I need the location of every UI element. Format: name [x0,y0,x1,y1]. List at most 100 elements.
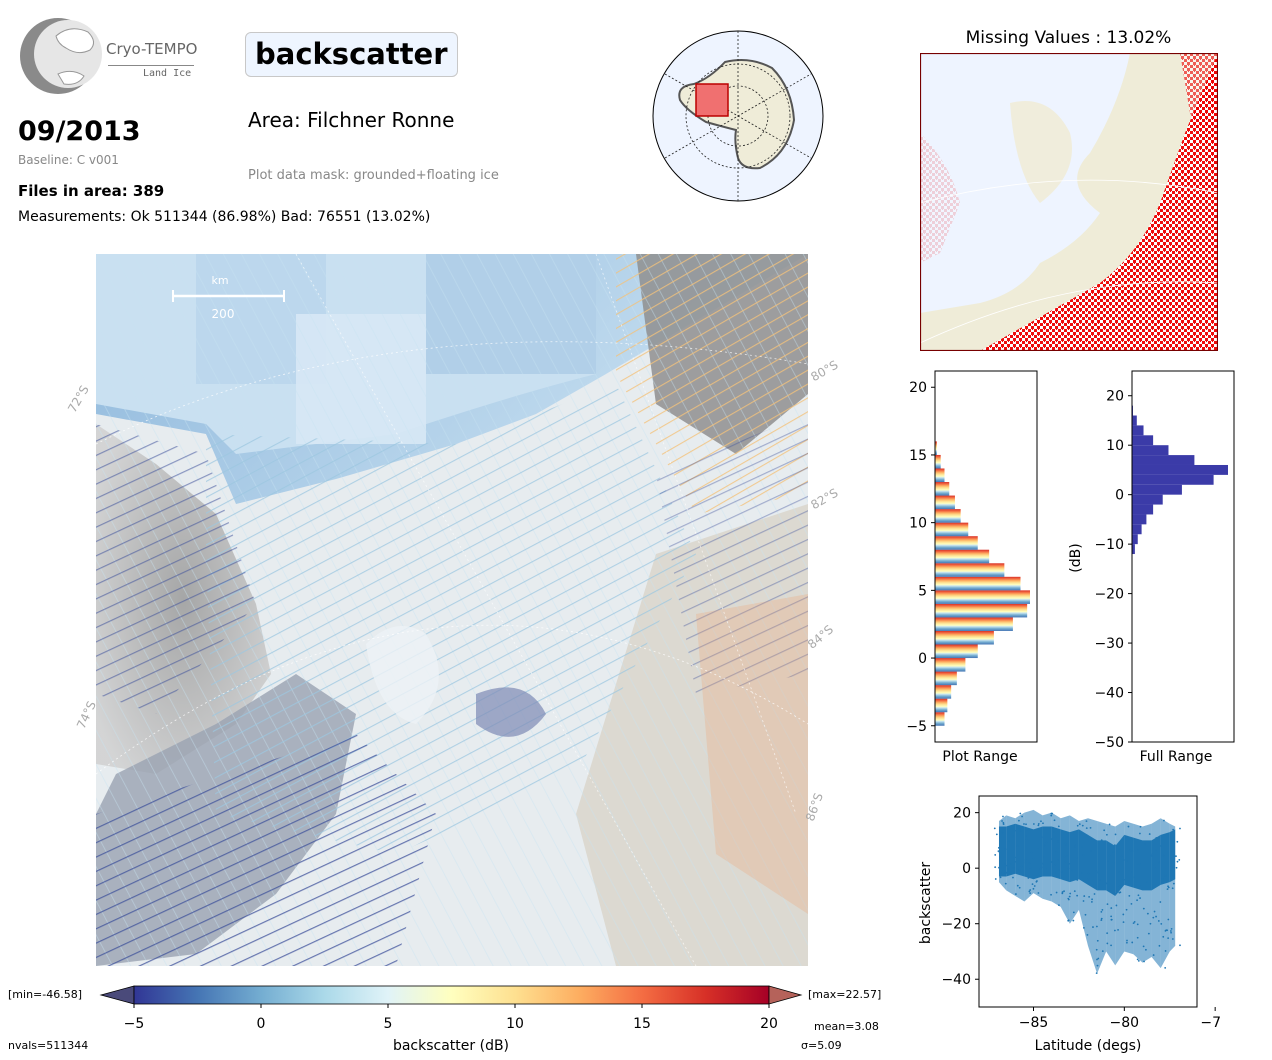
scatter-point [1083,895,1086,897]
scatter-point [1178,858,1181,861]
scatter-point [1131,941,1134,944]
scatter-point [1100,917,1103,920]
scatter-point [1045,841,1048,844]
scatter-point [994,866,997,869]
scatter-point [1139,832,1141,835]
full-range-ylabel: (dB) [1068,543,1084,572]
full-range-bar [1132,504,1154,515]
scatter-point [1031,883,1034,885]
scatter-point [1148,833,1151,835]
scatter-point [1105,882,1108,885]
scatter-point [1095,870,1098,873]
scatter-point [1155,849,1158,851]
scatter-point [1033,885,1036,887]
scatter-core [1151,834,1161,891]
scatter-point [1016,884,1019,887]
colorbar-mean: mean=3.08 [814,1020,879,1033]
scatter-point [1171,938,1174,940]
full-range-bar [1132,484,1182,495]
scatter-point [1100,919,1103,922]
scatter-point [1004,882,1007,885]
scatter-point [999,876,1002,879]
scatter-point [1018,868,1021,871]
scatter-point [1002,869,1005,872]
scatter-point [998,851,1001,854]
scatter-point [1112,851,1115,853]
scatter-point [1050,893,1052,896]
scatter-point [1133,920,1136,923]
scatter-point [997,850,1000,853]
scatter-point [1028,862,1031,865]
scatter-point [1097,957,1100,960]
scatter-point [1139,825,1142,828]
plot-range-bar [935,685,952,699]
scatter-point [1002,823,1005,826]
full-range-ytick-label: −10 [1094,537,1124,553]
colorbar-tick-label: 20 [760,1016,778,1032]
scatter-point [1019,812,1022,815]
scatter-point [1167,937,1170,939]
scatter-point [1114,833,1117,836]
scatter-point [1136,923,1139,926]
scatter-point [1122,921,1125,924]
scatter-point [1138,884,1141,887]
full-range-bar [1132,455,1195,465]
scatter-point [1150,855,1153,857]
scatter-point [1043,856,1046,859]
scatter-point [1057,825,1060,828]
full-range-bar [1132,435,1154,446]
scatter-point [1012,867,1015,870]
scatter-point [1152,863,1155,866]
plot-range-bar [935,644,978,659]
scatter-point [1057,840,1059,843]
scatter-point [1016,845,1019,848]
scatter-point [1127,825,1130,828]
scatter-point [1096,964,1099,967]
scatter-point [1176,840,1179,843]
scatter-point [1082,900,1085,902]
full-range-bar [1132,514,1147,525]
plot-range-bar [935,630,994,645]
scatter-point [1136,899,1138,902]
plot-range-bar [935,576,1021,591]
plot-range-bar [935,509,961,523]
scatter-point [1142,907,1145,910]
colorbar-min-label: [min=-46.58] [8,988,82,1001]
scatter-point [1056,847,1059,850]
scatter-point [1075,877,1078,880]
scatter-point [1130,871,1133,873]
scatter-core [1060,829,1070,883]
scatter-point [1089,826,1092,829]
antarctica-locator-map [652,30,824,202]
scatter-point [1001,820,1003,822]
scatter-ytick-label: 0 [962,861,971,877]
scatter-point [1086,834,1089,837]
plot-range-bar [935,495,955,510]
scatter-point [1143,960,1145,963]
main-backscatter-map: km 200 [96,254,808,966]
scatter-point [1096,925,1098,928]
full-range-ytick-label: −40 [1094,686,1124,702]
scatter-point [1147,932,1150,935]
measurements-summary: Measurements: Ok 511344 (86.98%) Bad: 76… [18,209,431,225]
scatter-point [997,846,1000,849]
scatter-point [1001,831,1004,834]
scatter-point [1122,913,1125,916]
scatter-point [1074,845,1077,848]
scatter-point [1041,866,1043,869]
plot-range-bar [935,658,966,672]
full-range-ytick-label: 20 [1106,389,1124,405]
baseline-label: Baseline: C v001 [18,153,119,167]
scatter-core [1078,829,1088,885]
scatter-point [1106,932,1109,935]
scatter-point [1100,911,1103,913]
scatter-point [1095,948,1098,951]
scatter-core [1142,840,1152,891]
area-highlight-box [695,83,729,117]
scatter-point [1085,827,1088,830]
lat-label-82: 82°S [808,485,841,513]
scatter-point [1018,886,1021,889]
scatter-point [1041,836,1043,839]
scatter-point [1153,910,1156,913]
scatter-point [1076,879,1079,881]
